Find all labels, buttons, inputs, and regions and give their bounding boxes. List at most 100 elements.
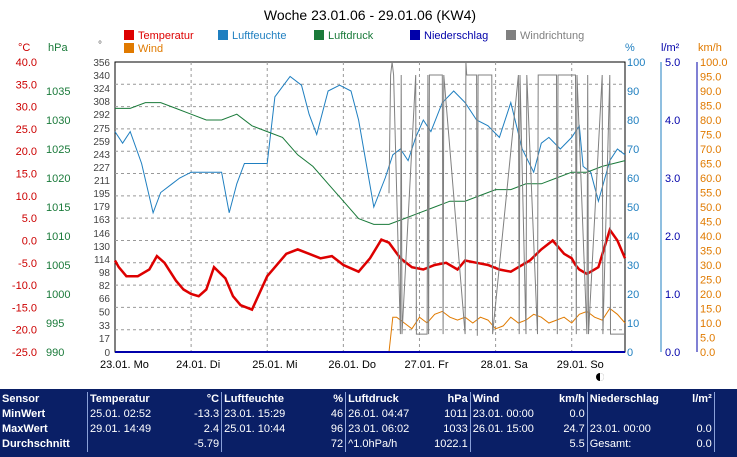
legend-swatch xyxy=(410,30,420,40)
weather-chart: Woche 23.01.06 - 29.01.06 (KW4) Temperat… xyxy=(12,7,728,381)
x-tick-label: 29.01. So xyxy=(557,359,604,371)
wind-tick-label: 70.0 xyxy=(700,144,721,156)
stats-wind-value: 5.5 xyxy=(552,437,588,452)
stats-wind-time: 26.01. 15:00 xyxy=(472,423,534,435)
stats-temp-value: 2.4 xyxy=(192,422,223,437)
tick-labels: 40.0 35.0 30.0 25.0 20.0 15.0 10.0 5.0 0.0 -5.0 -1… xyxy=(12,57,728,371)
stats-rain-time xyxy=(587,407,682,422)
temp-tick-label: 30.0 xyxy=(16,102,37,114)
hum-tick-label: 30 xyxy=(627,260,639,272)
legend-item: Luftfeuchte xyxy=(218,30,286,42)
moon-phase-half xyxy=(600,373,604,381)
dir-tick-label: 146 xyxy=(93,229,110,240)
stats-header-temp-unit: °C xyxy=(192,392,223,407)
dir-tick-label: 163 xyxy=(93,215,110,226)
press-tick-label: 1010 xyxy=(46,231,70,243)
dir-tick-label: 33 xyxy=(99,321,111,332)
hum-tick-label: 40 xyxy=(627,231,639,243)
dir-tick-label: 179 xyxy=(93,202,110,213)
dir-tick-label: 130 xyxy=(93,242,110,253)
series-luftdruck xyxy=(115,102,626,225)
stats-rain-time: Gesamt: xyxy=(589,438,632,450)
stats-press-time: ^1.0hPa/h xyxy=(348,438,398,450)
stats-temp-time: 25.01. 02:52 xyxy=(90,408,152,420)
dir-tick-label: 195 xyxy=(93,189,110,200)
legend-label: Luftdruck xyxy=(328,30,374,42)
x-tick-label: 28.01. Sa xyxy=(481,359,529,371)
legend: Temperatur Luftfeuchte Luftdruck Niederschl… xyxy=(124,30,584,55)
stats-temp-value: -5.79 xyxy=(192,437,223,452)
temp-tick-label: -15.0 xyxy=(12,302,37,314)
dir-tick-label: 292 xyxy=(93,110,110,121)
wind-tick-label: 90.0 xyxy=(700,86,721,98)
stats-press-value: 1011 xyxy=(432,407,471,422)
legend-item: Windrichtung xyxy=(506,30,584,42)
rain-unit-label: l/m² xyxy=(661,42,680,54)
stats-press-value: 1022.1 xyxy=(432,437,471,452)
legend-item: Wind xyxy=(124,43,163,55)
dir-tick-label: 50 xyxy=(99,307,111,318)
stats-hum-time: 23.01. 15:29 xyxy=(224,408,286,420)
dir-tick-label: 243 xyxy=(93,150,110,161)
rain-tick-label: 3.0 xyxy=(665,173,680,185)
wind-tick-label: 25.0 xyxy=(700,275,721,287)
stats-temp-time xyxy=(88,437,193,452)
stats-header-hum-unit: % xyxy=(316,392,347,407)
dir-tick-label: 324 xyxy=(93,84,110,95)
wind-tick-label: 85.0 xyxy=(700,101,721,113)
stats-press-time: 26.01. 04:47 xyxy=(348,408,410,420)
hum-tick-label: 70 xyxy=(627,144,639,156)
hum-tick-label: 60 xyxy=(627,173,639,185)
legend-swatch xyxy=(506,30,516,40)
temp-unit-label: °C xyxy=(18,42,30,54)
wind-tick-label: 10.0 xyxy=(700,318,721,330)
stats-header-rain: Niederschlag xyxy=(589,393,659,405)
stats-header-wind: Wind xyxy=(472,393,500,405)
stats-header-sensor: Sensor xyxy=(0,392,88,407)
wind-tick-label: 75.0 xyxy=(700,130,721,142)
hum-tick-label: 0 xyxy=(627,347,633,359)
press-tick-label: 990 xyxy=(46,347,64,359)
legend-swatch xyxy=(124,30,134,40)
rain-tick-label: 2.0 xyxy=(665,231,680,243)
stats-rain-value: 0.0 xyxy=(681,422,715,437)
dir-tick-label: 275 xyxy=(93,124,110,135)
series-luftfeuchte xyxy=(114,75,626,215)
press-tick-label: 1005 xyxy=(46,260,70,272)
temp-tick-label: 10.0 xyxy=(16,191,37,203)
stats-press-value: 1033 xyxy=(432,422,471,437)
legend-swatch xyxy=(124,43,134,53)
press-tick-label: 995 xyxy=(46,318,64,330)
wind-tick-label: 5.0 xyxy=(700,333,715,345)
wind-tick-label: 35.0 xyxy=(700,246,721,258)
temp-tick-label: -5.0 xyxy=(18,258,37,270)
stats-press-time: 23.01. 06:02 xyxy=(348,423,410,435)
dir-tick-label: 82 xyxy=(99,281,111,292)
hum-tick-label: 50 xyxy=(627,202,639,214)
hum-tick-label: 90 xyxy=(627,86,639,98)
wind-tick-label: 50.0 xyxy=(700,202,721,214)
wind-tick-label: 20.0 xyxy=(700,289,721,301)
stats-header-rain-unit: l/m² xyxy=(681,392,715,407)
press-tick-label: 1020 xyxy=(46,173,70,185)
stats-row-min: MinWert 25.01. 02:52 -13.3 23.01. 15:29 … xyxy=(0,407,715,422)
temp-tick-label: 5.0 xyxy=(22,213,37,225)
stats-header-wind-unit: km/h xyxy=(552,392,588,407)
press-tick-label: 1000 xyxy=(46,289,70,301)
stats-hum-time: 25.01. 10:44 xyxy=(224,423,286,435)
wind-tick-label: 65.0 xyxy=(700,159,721,171)
hum-tick-label: 10 xyxy=(627,318,639,330)
legend-item: Luftdruck xyxy=(314,30,374,42)
wind-tick-label: 0.0 xyxy=(700,347,715,359)
stats-row-label: MinWert xyxy=(0,407,88,422)
dir-tick-label: 308 xyxy=(93,97,110,108)
wind-unit-label: km/h xyxy=(698,42,722,54)
wind-tick-label: 95.0 xyxy=(700,72,721,84)
stats-wind-value: 0.0 xyxy=(552,407,588,422)
legend-label: Windrichtung xyxy=(520,30,584,42)
wind-tick-label: 30.0 xyxy=(700,260,721,272)
hum-tick-label: 100 xyxy=(627,57,645,69)
rain-tick-label: 0.0 xyxy=(665,347,680,359)
dir-tick-label: 356 xyxy=(93,58,110,69)
wind-tick-label: 60.0 xyxy=(700,173,721,185)
